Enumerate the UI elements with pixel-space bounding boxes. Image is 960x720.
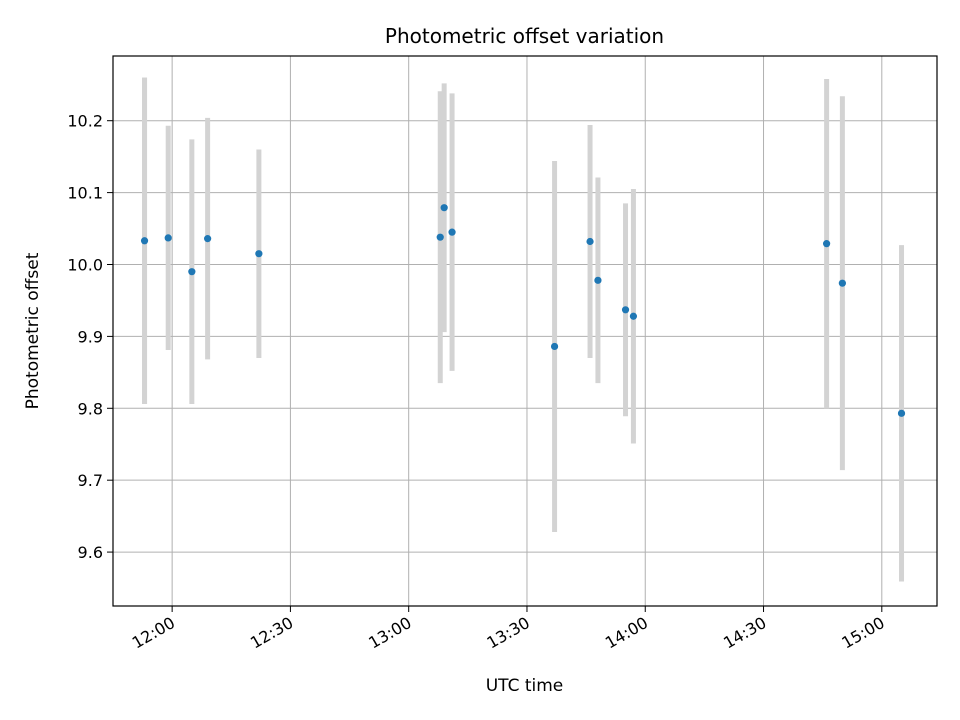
data-point: [188, 268, 196, 276]
x-tick-label: 12:00: [129, 613, 178, 653]
y-tick-label: 10.1: [67, 184, 103, 203]
data-point: [594, 276, 602, 284]
data-point: [440, 204, 448, 212]
plot-frame: [112, 55, 938, 607]
x-tick-label: 13:30: [484, 613, 533, 653]
data-point: [629, 312, 638, 320]
data-point: [255, 250, 263, 258]
chart-title: Photometric offset variation: [385, 24, 664, 48]
data-point: [823, 240, 831, 248]
x-tick-label: 13:00: [365, 613, 414, 653]
x-axis-ticks: 12:00 12:30 13:00 13:30 14:00 14:30 15:00: [129, 606, 888, 653]
grid: [113, 56, 937, 606]
y-tick-label: 10.0: [67, 255, 103, 274]
data-point: [164, 234, 172, 242]
y-tick-label: 9.7: [78, 471, 103, 490]
x-axis-label: UTC time: [486, 676, 564, 696]
x-tick-label: 14:00: [602, 613, 651, 653]
y-axis-ticks: 9.6 9.7 9.8 9.9 10.0 10.1 10.2: [67, 112, 113, 562]
data-points: [140, 204, 906, 417]
data-point: [621, 306, 630, 314]
y-tick-label: 9.6: [78, 543, 103, 562]
data-point: [586, 237, 594, 246]
error-bars: [142, 77, 905, 582]
y-tick-label: 9.8: [78, 399, 103, 418]
data-point: [448, 228, 456, 236]
data-point: [550, 342, 559, 351]
x-tick-label: 15:00: [838, 613, 887, 653]
data-point: [140, 237, 149, 245]
y-tick-label: 10.2: [67, 112, 103, 131]
data-point: [897, 409, 906, 417]
data-point: [838, 279, 846, 287]
y-tick-label: 9.9: [78, 327, 103, 346]
data-point: [204, 235, 212, 243]
data-point: [141, 237, 148, 244]
x-tick-label: 12:30: [247, 613, 296, 653]
data-point: [436, 233, 444, 241]
x-tick-label: 14:30: [720, 613, 769, 653]
y-axis-label: Photometric offset: [23, 252, 43, 409]
